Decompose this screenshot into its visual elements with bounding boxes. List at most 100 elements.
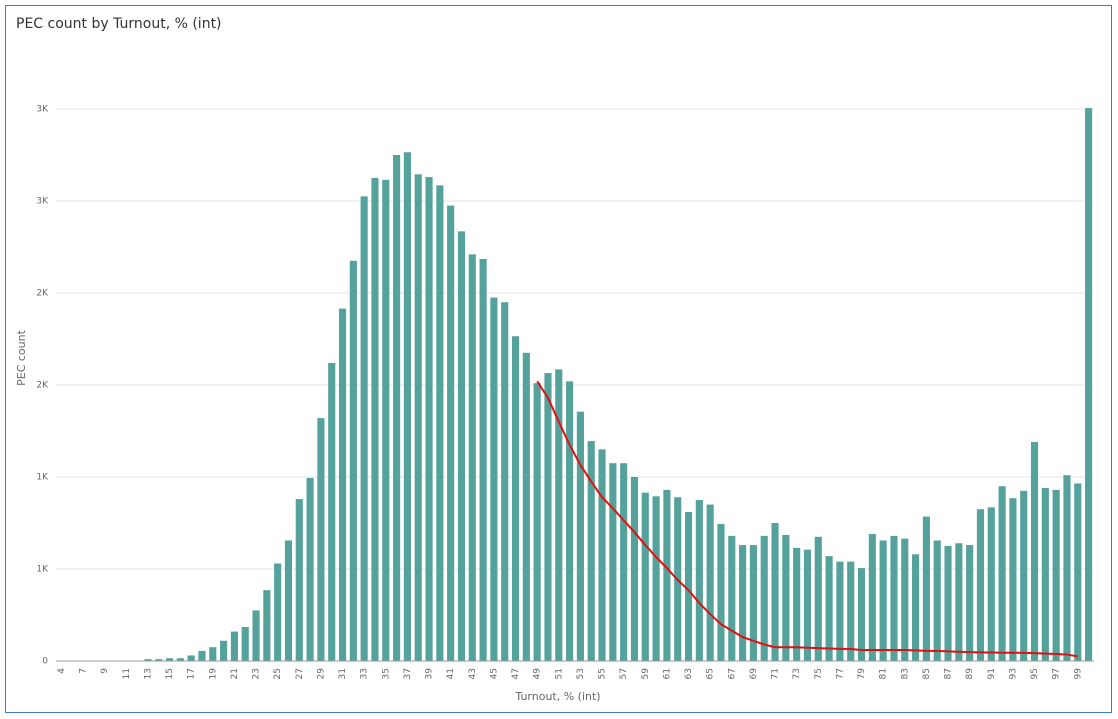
- bar: [382, 179, 390, 661]
- bar: [782, 534, 790, 661]
- x-tick-label: 37: [403, 668, 413, 679]
- x-tick-label: 69: [749, 668, 759, 680]
- bar: [241, 626, 249, 661]
- bar: [479, 258, 487, 661]
- x-tick-label: 7: [79, 668, 89, 674]
- x-tick-label: 85: [922, 668, 932, 679]
- bar: [393, 155, 401, 661]
- bar: [328, 362, 336, 661]
- x-tick-label: 53: [576, 668, 586, 679]
- x-tick-label: 31: [338, 668, 348, 679]
- bar: [533, 383, 541, 661]
- bar: [739, 545, 747, 661]
- bar: [544, 373, 552, 661]
- x-tick-label: 15: [165, 668, 175, 679]
- bar: [447, 205, 455, 661]
- bar: [609, 463, 617, 661]
- bar: [728, 535, 736, 661]
- bar: [198, 650, 206, 661]
- x-tick-label: 57: [619, 668, 629, 679]
- bar: [890, 535, 898, 661]
- x-tick-label: 4: [57, 668, 67, 674]
- x-tick-label: 41: [446, 668, 456, 679]
- bar: [501, 302, 509, 661]
- bar: [576, 411, 584, 661]
- bar: [284, 540, 293, 661]
- bar: [230, 631, 238, 661]
- y-tick-label: 3K: [36, 105, 49, 115]
- x-tick-label: 67: [727, 668, 737, 679]
- bar: [522, 352, 530, 661]
- bar: [825, 556, 833, 661]
- y-tick-label: 3K: [36, 197, 49, 207]
- bar: [641, 492, 649, 661]
- bar: [317, 418, 325, 661]
- x-tick-label: 89: [965, 668, 975, 680]
- bar: [1074, 483, 1082, 661]
- x-tick-label: 81: [879, 668, 889, 679]
- bar: [209, 647, 217, 661]
- x-tick-label: 35: [381, 668, 391, 679]
- bar: [857, 568, 866, 661]
- x-tick-label: 43: [468, 668, 478, 679]
- bar: [922, 516, 930, 661]
- bar: [555, 369, 563, 661]
- bar: [360, 196, 368, 661]
- x-tick-label: 55: [598, 668, 608, 679]
- bar: [987, 507, 995, 661]
- bar: [901, 538, 909, 661]
- x-tick-label: 23: [252, 668, 262, 679]
- bar: [511, 336, 520, 661]
- bar: [966, 545, 974, 661]
- bar: [425, 177, 433, 661]
- bar: [803, 549, 812, 661]
- bar: [587, 441, 595, 661]
- x-tick-label: 65: [706, 668, 716, 679]
- x-tick-label: 71: [771, 668, 781, 679]
- x-tick-label: 77: [835, 668, 845, 679]
- x-tick-label: 11: [122, 668, 132, 679]
- bar: [263, 590, 271, 661]
- bar: [620, 463, 628, 661]
- bar: [436, 185, 444, 662]
- x-axis-label: Turnout, % (int): [514, 690, 600, 703]
- x-tick-label: 91: [987, 668, 997, 679]
- x-tick-label: 59: [641, 668, 651, 680]
- x-tick-label: 39: [425, 668, 435, 680]
- bar: [793, 547, 801, 661]
- x-tick-label: 95: [1030, 668, 1040, 679]
- x-tick-label: 93: [1008, 668, 1018, 679]
- bar: [566, 381, 574, 661]
- bar: [1063, 475, 1071, 661]
- x-tick-label: 27: [295, 668, 305, 679]
- line: [536, 380, 1078, 658]
- bar: [1085, 108, 1093, 661]
- bar: [1009, 498, 1017, 661]
- bar: [306, 477, 314, 661]
- x-tick-label: 21: [230, 668, 240, 679]
- bar: [457, 231, 466, 662]
- x-tick-label: 99: [1073, 668, 1083, 680]
- x-tick-label: 33: [360, 668, 370, 679]
- x-tick-label: 61: [662, 668, 672, 679]
- x-tick-label: 79: [857, 668, 867, 680]
- bar: [695, 500, 703, 661]
- bar: [717, 523, 725, 661]
- bar: [1030, 442, 1039, 661]
- x-tick-label: 63: [684, 668, 694, 679]
- bar: [338, 308, 347, 661]
- bar: [165, 658, 174, 661]
- bar: [155, 659, 163, 661]
- bar: [879, 540, 887, 661]
- bar: [1020, 490, 1028, 661]
- bar: [868, 534, 876, 661]
- x-tick-label: 83: [900, 668, 910, 679]
- x-tick-label: 29: [316, 668, 326, 680]
- x-tick-label: 97: [1052, 668, 1062, 679]
- x-tick-label: 49: [533, 668, 543, 680]
- y-axis-label: PEC count: [15, 329, 28, 385]
- x-tick-label: 73: [792, 668, 802, 679]
- x-tick-label: 87: [944, 668, 954, 679]
- bar: [749, 545, 757, 661]
